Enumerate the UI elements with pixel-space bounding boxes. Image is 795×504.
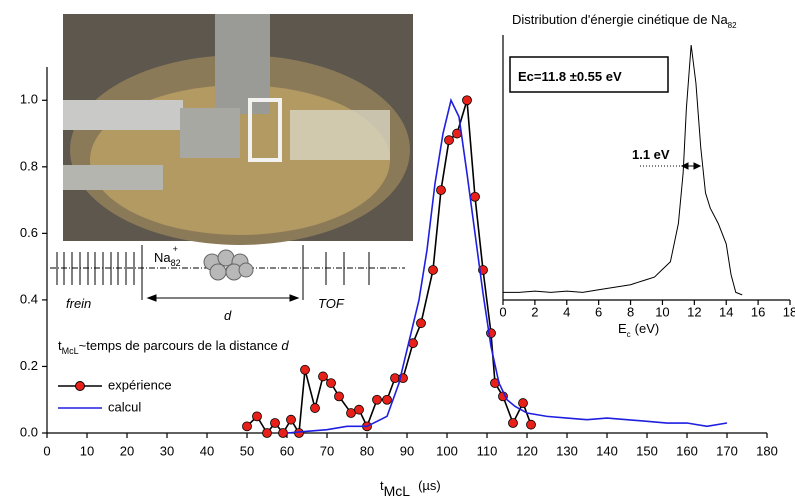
ion-sup: + — [173, 244, 178, 254]
marker — [436, 185, 446, 196]
x-tick-label: 18 — [783, 304, 795, 319]
inset-box — [509, 56, 669, 93]
marker — [470, 191, 480, 202]
x-label-main: t — [380, 478, 384, 493]
x-tick-label: 80 — [360, 443, 374, 458]
x-tick-label: 60 — [280, 443, 294, 458]
inset-title: Distribution d'énergie cinétique de Na82 — [512, 12, 737, 30]
y-tick-label: 1.0 — [20, 92, 38, 107]
schema — [50, 245, 405, 302]
inset-x-unit: (eV) — [635, 321, 660, 336]
marker — [462, 95, 472, 106]
marker — [508, 418, 518, 428]
legend-label: calcul — [108, 399, 141, 414]
legend-marker — [75, 381, 85, 391]
y-tick-label: 0.2 — [20, 358, 38, 373]
x-tick-label: 0 — [43, 443, 50, 458]
marker — [278, 428, 288, 438]
y-tick-label: 0.4 — [20, 291, 38, 306]
series-line — [246, 100, 532, 436]
x-tick-label: 170 — [716, 443, 738, 458]
x-tick-label: 2 — [531, 304, 538, 319]
inset-title-main: Distribution d'énergie cinétique de Na — [512, 12, 728, 27]
x-tick-label: 10 — [655, 304, 669, 319]
width-marker — [640, 162, 702, 170]
x-tick-label: 150 — [636, 443, 658, 458]
marker — [242, 421, 252, 432]
marker — [428, 265, 438, 275]
annotation-t: t — [58, 338, 62, 353]
schema-label: frein — [66, 296, 91, 311]
annotation-sub: McL — [62, 346, 79, 356]
marker — [382, 394, 392, 405]
x-tick-label: 30 — [160, 443, 174, 458]
x-label-sub: McL — [384, 483, 411, 499]
marker — [262, 428, 272, 438]
marker — [334, 391, 344, 402]
x-label-unit: (µs) — [418, 478, 441, 493]
y-tick-label: 0.0 — [20, 424, 38, 439]
x-tick-label: 110 — [477, 443, 498, 458]
marker — [300, 364, 310, 375]
y-tick-label: 0.8 — [20, 158, 38, 173]
x-tick-label: 12 — [687, 304, 701, 319]
marker — [518, 398, 528, 408]
x-tick-label: 140 — [596, 443, 618, 458]
x-axis-label: tMcL (µs) — [380, 478, 441, 499]
marker — [444, 135, 454, 146]
ion-name: Na — [154, 250, 171, 265]
marker — [310, 403, 320, 413]
x-tick-label: 16 — [751, 304, 765, 319]
annotation-text: ~temps de parcours de la distance — [79, 338, 282, 353]
y-tick-label: 0.6 — [20, 225, 38, 240]
marker — [326, 378, 336, 388]
annotation-d: d — [281, 338, 289, 353]
x-tick-label: 50 — [240, 443, 254, 458]
schema-label: d — [224, 308, 232, 323]
series-line — [503, 44, 743, 296]
marker — [354, 404, 364, 415]
marker — [416, 318, 426, 329]
inset-annotation: 1.1 eV — [632, 147, 670, 162]
inset-annotation: Ec=11.8 ±0.55 eV — [518, 69, 622, 84]
x-tick-label: 160 — [676, 443, 698, 458]
x-tick-label: 40 — [200, 443, 214, 458]
marker — [270, 418, 280, 428]
x-tick-label: 100 — [436, 443, 458, 458]
inset-x-sub: c — [627, 330, 631, 339]
x-tick-label: 70 — [320, 443, 334, 458]
x-tick-label: 6 — [595, 304, 602, 319]
legend-label: expérience — [108, 377, 172, 392]
marker — [252, 411, 262, 422]
marker — [318, 371, 328, 382]
x-tick-label: 10 — [80, 443, 94, 458]
marker — [372, 394, 382, 405]
inset-x-label: Ec (eV) — [618, 321, 659, 339]
series-line — [286, 97, 728, 434]
x-tick-label: 130 — [556, 443, 578, 458]
inset-x-main: E — [618, 321, 627, 336]
schema-label: TOF — [318, 296, 345, 311]
inset-title-sub: 82 — [728, 21, 737, 30]
x-tick-label: 180 — [756, 443, 778, 458]
x-tick-label: 14 — [719, 304, 733, 319]
x-tick-label: 0 — [499, 304, 506, 319]
ion-label: Na82 + — [154, 244, 181, 268]
ion-sub: 82 — [171, 258, 181, 268]
photo — [63, 14, 413, 245]
x-tick-label: 20 — [120, 443, 134, 458]
marker — [526, 419, 536, 430]
annotation: tMcL~temps de parcours de la distance d — [58, 338, 289, 356]
marker — [286, 414, 296, 425]
x-tick-label: 90 — [400, 443, 414, 458]
x-tick-label: 8 — [627, 304, 634, 319]
x-tick-label: 120 — [516, 443, 538, 458]
x-tick-label: 4 — [563, 304, 570, 319]
